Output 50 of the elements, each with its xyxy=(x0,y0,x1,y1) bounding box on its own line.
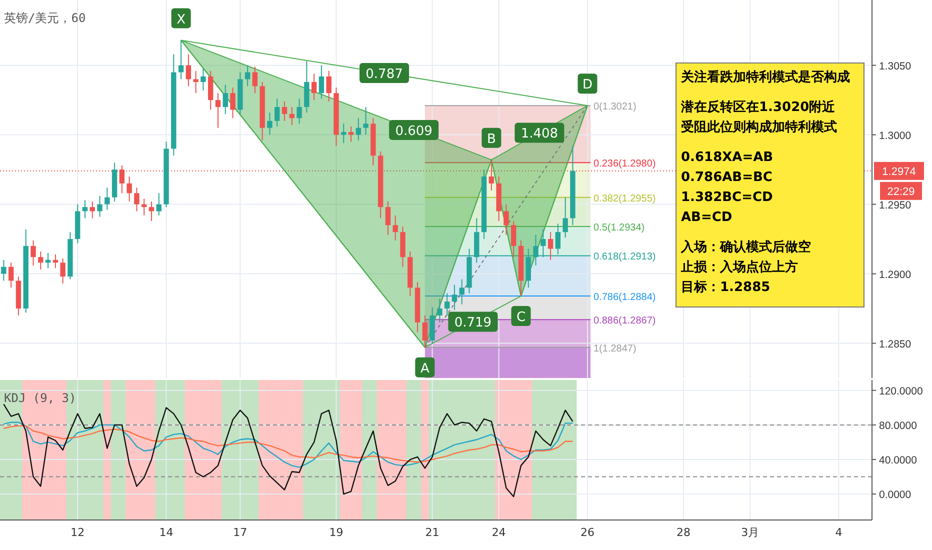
annotation: 0.787 xyxy=(366,66,403,82)
y-tick-label: 80.0000 xyxy=(879,420,918,432)
annotation: B xyxy=(486,132,496,147)
x-tick-label: 17 xyxy=(233,526,248,539)
y-tick-label: 120.0000 xyxy=(879,385,923,398)
annotation: 1.408 xyxy=(520,126,558,142)
annotation: C xyxy=(516,310,526,326)
y-tick-label: 40.0000 xyxy=(879,454,918,467)
ref-line-label: 0.382(1.2955) xyxy=(593,193,656,204)
y-tick-label: 1.3000 xyxy=(879,130,912,142)
ref-line-label: 0.236(1.2980) xyxy=(593,158,656,170)
x-tick-label: 28 xyxy=(676,526,691,539)
y-tick-label: 0.0000 xyxy=(879,489,912,502)
ref-line-label: 0.886(1.2867) xyxy=(593,316,656,327)
x-tick-label: 26 xyxy=(580,526,594,539)
x-tick-label: 12 xyxy=(70,526,85,539)
ref-line-label: 1(1.2847) xyxy=(593,343,636,354)
annotation: 0.786AB=BC xyxy=(681,170,772,185)
annotation: AB=CD xyxy=(681,210,732,225)
x-tick-label: 19 xyxy=(329,526,344,539)
x-tick-label: 3月 xyxy=(741,526,760,539)
ref-line-label: 0.618(1.2913) xyxy=(593,252,656,263)
y-tick-label: 1.2850 xyxy=(879,338,912,350)
annotation: 目标：1.2885 xyxy=(681,280,770,295)
annotation: 1.382BC=CD xyxy=(681,190,773,205)
x-tick-label: 4 xyxy=(835,526,842,539)
text: KDJ (9, 3) xyxy=(4,391,76,405)
ref-line-label: 0(1.3021) xyxy=(593,102,636,113)
annotation: 0.719 xyxy=(454,316,492,331)
annotation: 关注看跌加特利模式是否构成 xyxy=(680,69,850,85)
annotation: 潜在反转区在1.3020附近 xyxy=(680,99,836,115)
text: 22:29 xyxy=(887,186,915,198)
annotation: D xyxy=(582,78,592,93)
annotation: 受阻此位则构成加特利模式 xyxy=(680,119,837,135)
y-tick-label: 1.2950 xyxy=(879,199,912,212)
annotation: 止损：入场点位上方 xyxy=(680,259,798,275)
annotation: 0.609 xyxy=(395,124,432,139)
text: 英镑/美元，60 xyxy=(4,11,86,25)
annotation: 入场：确认模式后做空 xyxy=(680,239,811,255)
annotation: A xyxy=(420,361,430,376)
y-tick-label: 1.3050 xyxy=(879,60,912,72)
x-tick-label: 21 xyxy=(425,526,440,539)
ref-line-label: 1.2974 xyxy=(882,166,916,178)
x-tick-label: 14 xyxy=(159,526,174,539)
annotation: X xyxy=(176,12,186,28)
ref-line-label: 0.786(1.2884) xyxy=(593,292,656,304)
annotation: 0.618XA=AB xyxy=(681,150,774,165)
x-tick-label: 24 xyxy=(492,526,506,539)
y-tick-label: 1.2900 xyxy=(879,268,912,281)
ref-line-label: 0.5(1.2934) xyxy=(593,222,645,234)
